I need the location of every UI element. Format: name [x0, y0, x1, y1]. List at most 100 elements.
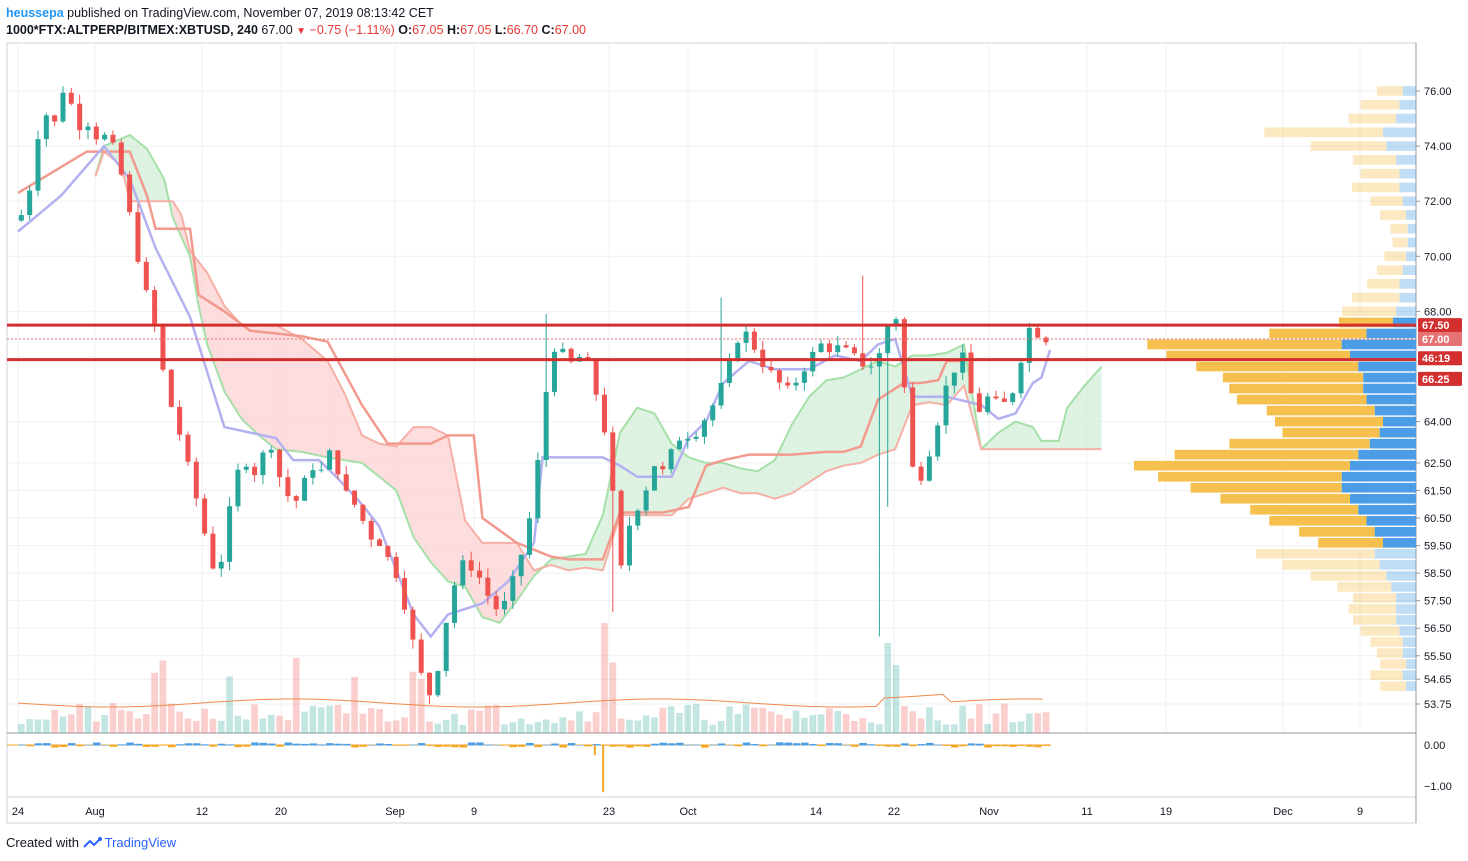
cloud-segment [491, 542, 496, 622]
price-label-text: 46:19 [1422, 353, 1450, 365]
volume-bar [976, 704, 983, 733]
cloud-segment [293, 334, 298, 452]
volume-bar [301, 711, 308, 733]
oscillator-bar [942, 745, 951, 746]
oscillator-bar [984, 745, 992, 748]
volume-bar [184, 718, 192, 733]
cloud-segment [878, 360, 883, 455]
price-label-text: 67.00 [1422, 334, 1450, 346]
oscillator-bar [309, 743, 318, 746]
volume-bar [426, 721, 433, 733]
symbol-name[interactable]: 1000*FTX:ALTPERP/BITMEX:XBTUSD, 240 [6, 23, 258, 37]
cloud-segment [753, 470, 758, 494]
cloud-segment [250, 325, 255, 432]
candle-body [1043, 337, 1049, 343]
cloud-segment [817, 384, 823, 477]
candle-body [477, 570, 483, 578]
vp-bar-up [1370, 670, 1403, 680]
candle-body [660, 466, 666, 470]
cloud-segment [890, 365, 896, 451]
volume-bar [717, 720, 725, 733]
candle-body [610, 432, 616, 491]
cloud-segment [430, 427, 436, 567]
oscillator-bar [84, 744, 93, 746]
last-price: 67.00 [261, 23, 293, 37]
candle-body [60, 92, 66, 122]
oscillator-bar [42, 743, 51, 746]
volume-bar [509, 722, 517, 733]
volume-bar [84, 706, 92, 733]
volume-bar [592, 712, 600, 733]
volume-bar [1042, 712, 1050, 733]
candle-body [1018, 362, 1024, 394]
vp-bar-up [1390, 223, 1408, 234]
author-name[interactable]: heussepa [6, 6, 64, 20]
oscillator-bar [584, 745, 592, 747]
oscillator-bar [992, 745, 1001, 747]
vp-bar-up [1275, 416, 1383, 427]
volume-bar [542, 719, 550, 733]
low-value: 66.70 [506, 23, 538, 37]
oscillator-bar [459, 745, 468, 748]
candle-body [893, 319, 899, 326]
oscillator-bar [559, 745, 567, 748]
volume-bar [926, 707, 933, 733]
volume-bar [651, 717, 658, 733]
cloud-segment [327, 360, 332, 459]
volume-bar [326, 705, 333, 733]
vp-bar-up [1282, 560, 1380, 570]
volume-bar [18, 723, 25, 733]
cloud-segment [331, 369, 337, 459]
cloud-segment [718, 462, 724, 490]
cloud-segment [774, 451, 780, 499]
volume-bar [734, 714, 742, 733]
oscillator-bar [534, 745, 542, 748]
cloud-segment [499, 542, 504, 623]
cloud-segment [740, 468, 745, 494]
volume-bar [1026, 713, 1033, 733]
oscillator-bar [592, 744, 601, 746]
volume-bar [709, 724, 717, 733]
oscillator-bar [367, 744, 376, 746]
cloud-segment [1007, 424, 1012, 450]
candle-body [85, 126, 91, 131]
candle-body [1035, 327, 1041, 338]
price-tick-label: 61.50 [1424, 485, 1452, 497]
volume-bar [201, 708, 208, 733]
vp-bar-up [1190, 482, 1342, 493]
cloud-segment [1015, 421, 1020, 450]
oscillator-bar [417, 743, 426, 746]
vp-bar-down [1406, 210, 1416, 220]
volume-bar [467, 709, 475, 733]
cloud-segment [340, 385, 345, 461]
oscillator-spike [593, 745, 596, 756]
price-label-box [1418, 331, 1462, 346]
time-tick-label: Dec [1273, 806, 1293, 818]
candle-body [368, 520, 374, 540]
volume-bar [767, 711, 775, 733]
vp-bar-up [1264, 127, 1383, 138]
volume-bar [209, 718, 217, 733]
vp-bar-down [1374, 549, 1416, 559]
volume-bar [1017, 721, 1025, 733]
vp-bar-up [1269, 328, 1367, 339]
oscillator-bar [859, 742, 867, 746]
candle-body [460, 560, 466, 586]
candle-body [77, 103, 83, 131]
vp-bar-up [1380, 659, 1407, 669]
brand-name[interactable]: TradingView [104, 835, 177, 850]
oscillator-bar [426, 745, 434, 746]
tradingview-logo-icon [82, 837, 102, 848]
oscillator-bar [501, 745, 509, 746]
volume-bar [284, 720, 292, 733]
oscillator-bar [326, 743, 334, 746]
cloud-segment [1075, 391, 1081, 450]
candle-body [410, 609, 416, 640]
chart-frame [6, 42, 1417, 824]
oscillator-bar [18, 744, 26, 746]
oscillator-bar [809, 744, 817, 746]
cloud-segment [245, 325, 251, 428]
candle-body [818, 343, 824, 352]
price-label-text: 66.25 [1422, 374, 1450, 386]
